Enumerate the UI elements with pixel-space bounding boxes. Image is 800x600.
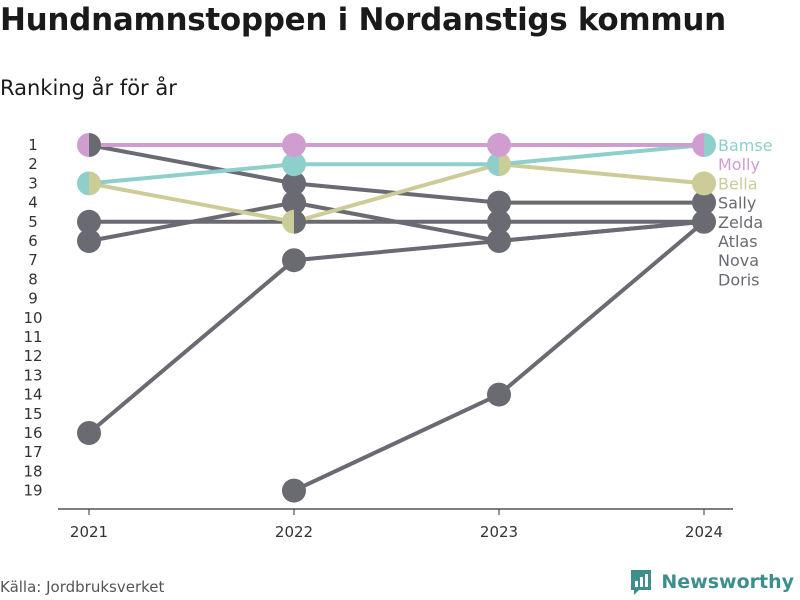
data-point	[487, 382, 511, 407]
y-tick-label: 16	[23, 424, 42, 442]
data-point	[487, 190, 511, 215]
rank-chart: 2021 2022 2023 2024123456789101112131415161…	[23, 133, 773, 541]
x-tick-label: 2024	[685, 523, 723, 541]
data-point	[282, 152, 306, 177]
brand-logo[interactable]: Newsworthy	[629, 568, 794, 596]
y-tick-label: 6	[28, 232, 38, 250]
series-line	[87, 219, 706, 435]
y-tick-label: 17	[23, 443, 42, 461]
data-point	[282, 171, 306, 196]
data-point	[282, 478, 306, 503]
data-point	[77, 171, 89, 196]
data-point	[692, 190, 716, 215]
y-tick-label: 9	[28, 290, 38, 308]
series-line	[292, 219, 706, 493]
y-tick-label: 14	[23, 386, 42, 404]
data-point	[499, 152, 512, 177]
series-label: Doris	[718, 270, 759, 289]
x-tick-label: 2021	[70, 523, 108, 541]
data-point	[487, 229, 511, 253]
chart-subtitle: Ranking år för år	[0, 76, 177, 100]
series-label: Sally	[718, 194, 756, 213]
y-tick-label: 19	[23, 482, 42, 500]
y-tick-label: 18	[23, 462, 42, 480]
y-tick-label: 12	[23, 347, 42, 365]
series-label: Molly	[718, 155, 760, 174]
data-point	[294, 209, 306, 234]
series-label: Bamse	[718, 136, 773, 155]
series-line	[87, 143, 706, 186]
source-note: Källa: Jordbruksverket	[0, 578, 165, 596]
y-tick-label: 15	[23, 405, 42, 423]
y-tick-label: 3	[28, 174, 38, 192]
data-point	[692, 171, 716, 196]
series-label: Atlas	[718, 232, 758, 251]
data-point	[704, 133, 716, 157]
data-point	[692, 133, 704, 157]
series-line	[87, 162, 706, 224]
data-point	[487, 209, 511, 234]
data-point	[282, 209, 294, 234]
y-tick-label: 10	[23, 309, 42, 327]
y-tick-label: 7	[28, 251, 38, 269]
data-point	[282, 133, 306, 157]
data-point	[692, 209, 716, 234]
data-point	[77, 421, 101, 445]
brand-name: Newsworthy	[661, 571, 794, 593]
data-point	[77, 209, 101, 234]
data-point	[282, 190, 306, 215]
series-label: Nova	[718, 251, 759, 270]
y-tick-label: 5	[28, 213, 38, 231]
data-point	[89, 133, 101, 157]
x-tick-label: 2023	[480, 523, 518, 541]
y-tick-label: 2	[28, 155, 38, 173]
y-tick-label: 8	[28, 270, 38, 288]
y-tick-label: 13	[23, 366, 42, 384]
y-tick-label: 4	[28, 194, 38, 212]
data-point	[282, 248, 306, 273]
series-label: Zelda	[718, 213, 763, 232]
series-label: Bella	[718, 174, 758, 193]
x-tick-label: 2022	[275, 523, 313, 541]
data-point	[487, 152, 499, 177]
data-point	[77, 133, 89, 157]
y-tick-label: 1	[28, 136, 38, 154]
chart-title: Hundnamnstoppen i Nordanstigs kommun	[0, 2, 726, 38]
data-point	[487, 133, 511, 157]
newsworthy-logo-icon	[631, 570, 652, 595]
y-tick-label: 11	[23, 328, 42, 346]
data-point	[89, 171, 101, 196]
data-point	[77, 229, 101, 253]
